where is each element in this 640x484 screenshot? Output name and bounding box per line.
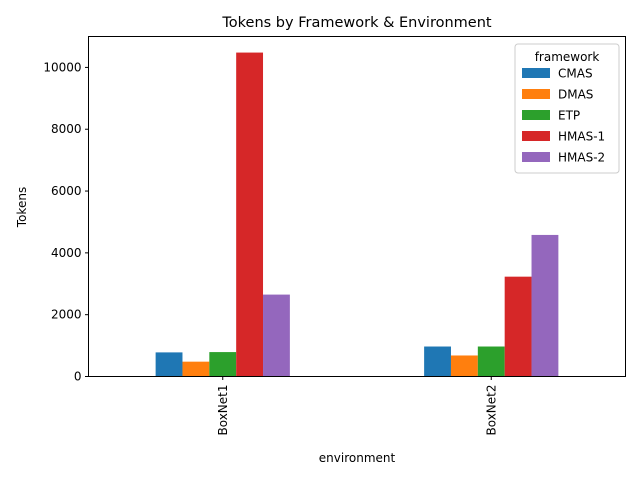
legend-label-dmas: DMAS: [558, 88, 593, 102]
y-axis-label: Tokens: [15, 187, 29, 228]
bar-dmas-boxnet2: [450, 355, 478, 377]
bar-cmas-boxnet2: [424, 346, 451, 377]
bar-hmas-1-boxnet1: [236, 52, 264, 377]
legend-label-hmas-1: HMAS-1: [558, 130, 605, 144]
y-tick-label: 0: [74, 370, 82, 384]
legend-swatch-cmas: [522, 68, 550, 78]
bars-group: [155, 52, 559, 377]
bar-hmas-1-boxnet2: [504, 276, 532, 377]
chart-title: Tokens by Framework & Environment: [221, 15, 492, 31]
bar-etp-boxnet1: [209, 352, 237, 377]
legend-title: framework: [535, 50, 600, 64]
y-tick-label: 6000: [51, 184, 82, 198]
x-axis-label: environment: [319, 451, 396, 465]
legend-swatch-etp: [522, 110, 550, 120]
bar-hmas-2-boxnet2: [531, 234, 559, 377]
legend-swatch-dmas: [522, 89, 550, 99]
plot-frame: [88, 36, 626, 377]
y-tick-label: 10000: [43, 60, 81, 74]
legend-swatch-hmas-2: [522, 152, 550, 162]
legend-label-etp: ETP: [558, 109, 580, 123]
legend: framework CMAS DMAS ETP HMAS-1 HMAS-2: [514, 43, 620, 174]
y-axis-ticks: 0 2000 4000 6000 8000 10000: [43, 60, 89, 384]
x-tick-label: BoxNet2: [484, 385, 498, 436]
legend-items: CMAS DMAS ETP HMAS-1 HMAS-2: [522, 67, 605, 165]
legend-label-hmas-2: HMAS-2: [558, 151, 605, 165]
bar-hmas-2-boxnet1: [263, 294, 290, 377]
x-axis-ticks: BoxNet1 BoxNet2: [216, 376, 498, 436]
y-tick-label: 4000: [51, 246, 82, 260]
bar-etp-boxnet2: [477, 346, 505, 377]
bar-dmas-boxnet1: [182, 361, 210, 377]
y-tick-label: 2000: [51, 308, 82, 322]
x-tick-label: BoxNet1: [216, 385, 230, 436]
legend-swatch-hmas-1: [522, 131, 550, 141]
bar-cmas-boxnet1: [155, 352, 183, 377]
legend-label-cmas: CMAS: [558, 67, 593, 81]
y-tick-label: 8000: [51, 122, 82, 136]
